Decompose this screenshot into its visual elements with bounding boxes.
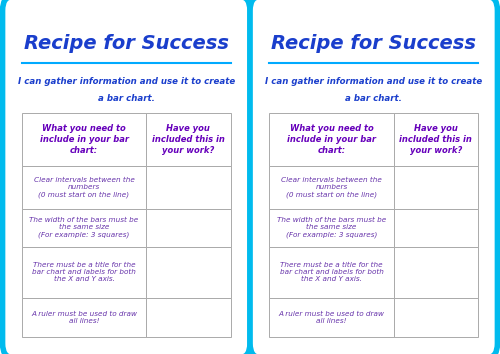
Bar [22,298,146,337]
Bar [270,209,394,247]
Text: There must be a title for the
bar chart and labels for both
the X and Y axis.: There must be a title for the bar chart … [280,262,384,282]
Text: There must be a title for the
bar chart and labels for both
the X and Y axis.: There must be a title for the bar chart … [32,262,136,282]
Text: A ruler must be used to draw
all lines!: A ruler must be used to draw all lines! [31,310,137,324]
Bar [394,247,478,298]
Bar [394,209,478,247]
FancyBboxPatch shape [2,0,250,354]
Bar [146,166,230,209]
Bar [394,166,478,209]
Text: Clear intervals between the
numbers
(0 must start on the line): Clear intervals between the numbers (0 m… [281,177,382,198]
Bar [22,247,146,298]
Text: Clear intervals between the
numbers
(0 must start on the line): Clear intervals between the numbers (0 m… [34,177,134,198]
Text: What you need to
include in your bar
chart:: What you need to include in your bar cha… [287,124,376,155]
FancyBboxPatch shape [250,0,498,354]
Bar [22,209,146,247]
Text: What you need to
include in your bar
chart:: What you need to include in your bar cha… [40,124,128,155]
Text: The width of the bars must be
the same size
(For example: 3 squares): The width of the bars must be the same s… [30,217,138,238]
Text: The width of the bars must be
the same size
(For example: 3 squares): The width of the bars must be the same s… [277,217,386,238]
Text: Recipe for Success: Recipe for Success [24,34,229,53]
Bar [146,209,230,247]
Text: A ruler must be used to draw
all lines!: A ruler must be used to draw all lines! [278,310,384,324]
Text: I can gather information and use it to create: I can gather information and use it to c… [265,77,482,86]
Bar [146,298,230,337]
Bar [270,298,394,337]
Text: Have you
included this in
your work?: Have you included this in your work? [400,124,472,155]
Text: I can gather information and use it to create: I can gather information and use it to c… [18,77,235,86]
Text: a bar chart.: a bar chart. [98,95,154,103]
Bar [270,166,394,209]
Bar [270,247,394,298]
Bar [270,113,394,166]
Text: a bar chart.: a bar chart. [346,95,402,103]
Bar [22,113,146,166]
Bar [22,166,146,209]
Bar [394,298,478,337]
Bar [394,113,478,166]
Bar [146,247,230,298]
Text: Have you
included this in
your work?: Have you included this in your work? [152,124,224,155]
Text: Recipe for Success: Recipe for Success [271,34,476,53]
Bar [146,113,230,166]
